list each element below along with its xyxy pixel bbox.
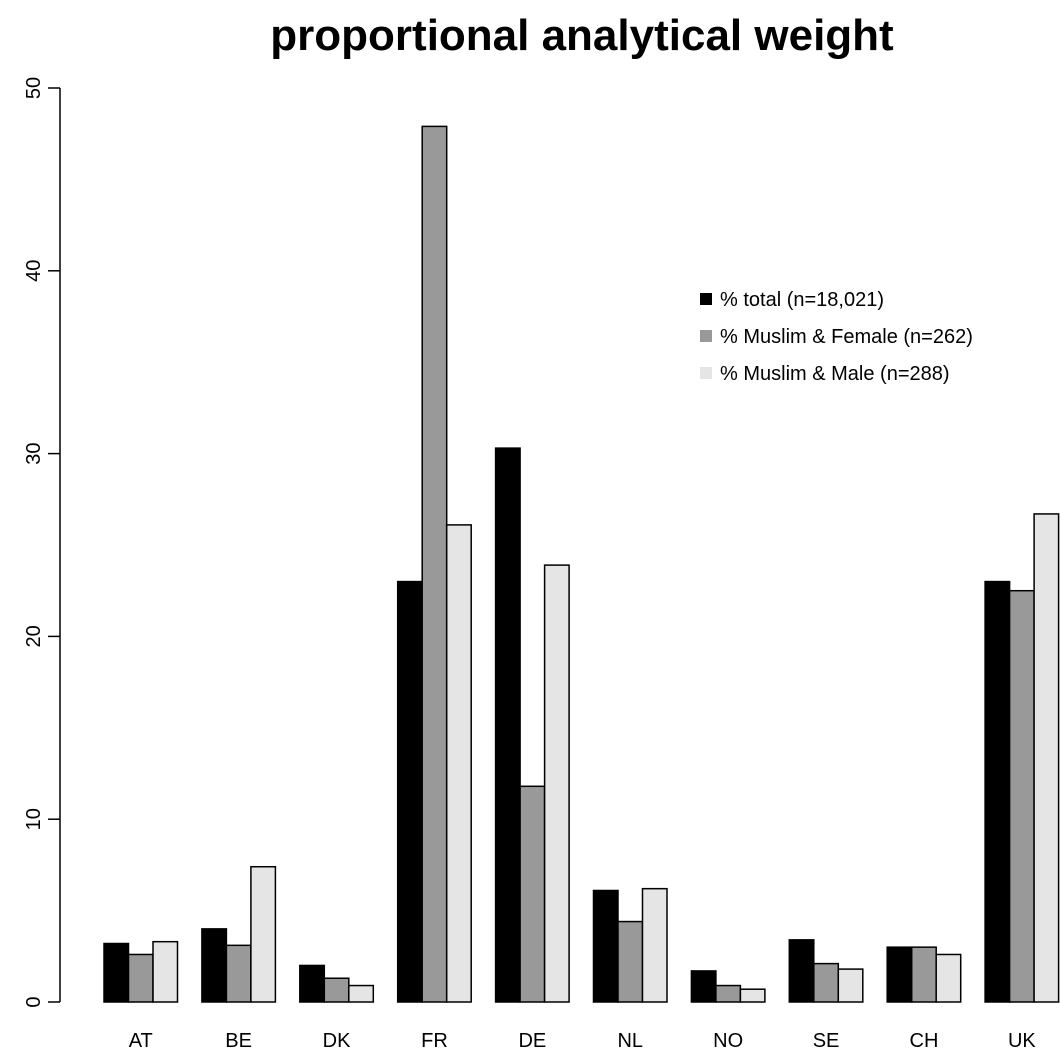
bar-de-series-3 — [543, 564, 570, 1003]
y-tick-label: 0 — [23, 996, 45, 1007]
bars — [103, 125, 1060, 1003]
x-label-be: BE — [225, 1030, 252, 1052]
bar-uk-series-3 — [1033, 513, 1060, 1003]
bar-dk-series-3 — [348, 984, 375, 1003]
bar-dk-series-1 — [299, 964, 326, 1003]
bar-ch-series-2 — [910, 946, 937, 1003]
bar-de-series-2 — [519, 785, 546, 1003]
bar-at-series-1 — [103, 942, 130, 1003]
bar-se-series-2 — [813, 962, 840, 1003]
bar-se-series-3 — [837, 968, 864, 1003]
y-tick-label: 50 — [23, 77, 45, 99]
x-label-de: DE — [518, 1030, 546, 1052]
bar-nl-series-3 — [641, 887, 668, 1003]
legend-swatch-1 — [700, 293, 712, 305]
bar-nl-series-1 — [592, 889, 619, 1003]
bar-de-series-1 — [494, 447, 521, 1003]
bar-fr-series-1 — [396, 580, 423, 1003]
bar-be-series-2 — [225, 944, 252, 1003]
x-label-fr: FR — [421, 1030, 448, 1052]
y-tick-label: 40 — [23, 260, 45, 282]
bar-nl-series-2 — [617, 920, 644, 1003]
x-label-dk: DK — [323, 1030, 351, 1052]
legend-label-3: % Muslim & Male (n=288) — [720, 363, 950, 385]
y-tick-label: 30 — [23, 442, 45, 464]
x-label-se: SE — [813, 1030, 840, 1052]
bar-no-series-1 — [690, 970, 717, 1003]
x-label-no: NO — [713, 1030, 743, 1052]
legend-label-2: % Muslim & Female (n=262) — [720, 326, 973, 348]
x-label-at: AT — [129, 1030, 153, 1052]
bar-at-series-2 — [127, 953, 154, 1003]
bar-be-series-1 — [201, 928, 228, 1003]
y-tick-label: 10 — [23, 808, 45, 830]
x-label-uk: UK — [1008, 1030, 1036, 1052]
bar-at-series-3 — [152, 940, 179, 1003]
legend-swatch-3 — [700, 367, 712, 379]
bar-be-series-3 — [250, 865, 277, 1003]
y-tick-label: 20 — [23, 625, 45, 647]
x-axis-labels: AT BE DK FR DE NL NO SE CH UK — [129, 1030, 1037, 1052]
legend-label-1: % total (n=18,021) — [720, 289, 884, 311]
x-label-nl: NL — [617, 1030, 643, 1052]
bar-uk-series-1 — [984, 580, 1011, 1003]
bar-dk-series-2 — [323, 977, 350, 1003]
bar-se-series-1 — [788, 939, 815, 1003]
chart-title: proportional analytical weight — [270, 11, 894, 60]
bar-no-series-2 — [715, 984, 742, 1003]
bar-fr-series-2 — [421, 125, 448, 1003]
x-label-ch: CH — [910, 1030, 939, 1052]
bar-ch-series-1 — [886, 946, 913, 1003]
legend: % total (n=18,021) % Muslim & Female (n=2… — [700, 289, 973, 385]
bar-ch-series-3 — [935, 953, 962, 1003]
y-axis: 0 10 20 30 40 50 — [23, 77, 61, 1008]
legend-swatch-2 — [700, 330, 712, 342]
bar-no-series-3 — [739, 988, 766, 1003]
bar-uk-series-2 — [1008, 589, 1035, 1003]
bar-fr-series-3 — [445, 524, 472, 1003]
